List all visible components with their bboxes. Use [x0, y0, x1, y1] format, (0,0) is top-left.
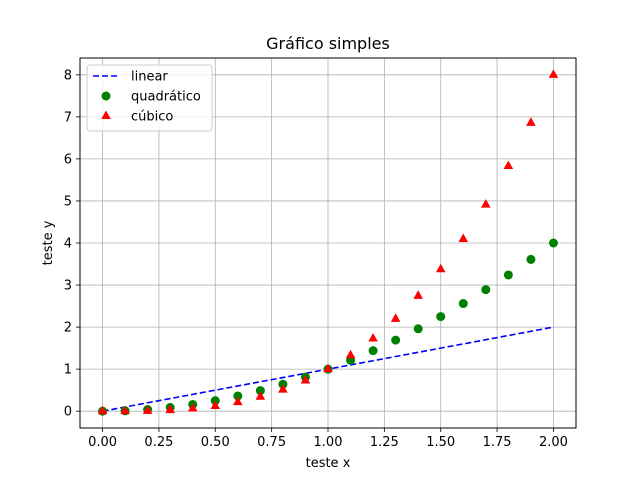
y-tick-label: 4: [64, 237, 72, 252]
series-cubico-point: [210, 400, 221, 409]
legend: linear quadrático cúbico: [86, 64, 213, 132]
x-tick-label: 1.75: [483, 435, 512, 450]
series-cubico-point: [481, 199, 491, 208]
legend-box: [86, 64, 213, 132]
x-tick-label: 2.00: [539, 435, 568, 450]
series-cubico-point: [255, 391, 266, 400]
chart-title: Gráfico simples: [266, 34, 390, 53]
y-tick-label: 0: [64, 405, 72, 420]
series-cubico-point: [368, 333, 378, 342]
series-quadratico-point: [255, 386, 265, 396]
axis-ticks: 0.00 0.25 0.50 0.75 1.00 1.25 1.50 1.75 2.00 0 1 2 3…: [64, 68, 568, 450]
y-tick-label: 3: [64, 279, 72, 294]
y-tick-label: 5: [64, 194, 72, 209]
x-axis-label: teste x: [306, 456, 351, 471]
series-cubico-point: [97, 405, 108, 415]
series-cubico-point: [390, 313, 401, 322]
series-quadratico-point: [413, 324, 423, 334]
series-cubico-point: [526, 117, 536, 126]
y-axis-label: teste y: [41, 220, 56, 265]
x-tick-label: 0.75: [257, 435, 286, 450]
series-quadratico-point: [548, 238, 558, 248]
legend-label: quadrático: [131, 90, 201, 105]
series-cubico-point: [345, 349, 356, 359]
legend-label: cúbico: [131, 110, 173, 125]
x-tick-label: 1.00: [314, 435, 343, 450]
y-tick-label: 2: [64, 321, 72, 336]
series-cubico-point: [300, 375, 311, 384]
y-tick-label: 7: [64, 110, 72, 125]
series-quadratico-point: [368, 346, 378, 356]
series-cubico-point: [278, 384, 288, 393]
x-tick-label: 0.50: [201, 435, 230, 450]
series-cubico-point: [165, 404, 175, 414]
legend-cubico-swatch: [101, 110, 111, 120]
y-tick-label: 6: [64, 152, 72, 167]
series-cubico-point: [120, 405, 130, 415]
series-quadratico-point: [481, 285, 491, 295]
series-cubico-point: [323, 363, 333, 373]
x-tick-label: 0.00: [88, 435, 117, 450]
x-tick-label: 1.25: [370, 435, 399, 450]
series-quadratico-point: [436, 312, 446, 322]
series-layer: [97, 69, 559, 416]
series-quadratico-point: [391, 335, 401, 345]
x-tick-label: 1.50: [426, 435, 455, 450]
series-quadratico-point: [233, 391, 243, 401]
series-cubico-point: [435, 263, 446, 273]
legend-quadratico-swatch: [101, 91, 111, 101]
series-quadratico-point: [503, 270, 513, 280]
legend-label: linear: [131, 70, 168, 85]
y-tick-label: 1: [64, 363, 72, 378]
series-cubico-point: [233, 396, 243, 406]
series-cubico-point: [187, 402, 198, 412]
y-tick-label: 8: [64, 68, 72, 83]
series-cubico-point: [503, 160, 514, 169]
x-tick-label: 0.25: [144, 435, 173, 450]
series-cubico-point: [413, 290, 423, 299]
series-cubico-point: [458, 233, 469, 242]
series-quadratico-point: [458, 299, 468, 309]
series-cubico-point: [548, 69, 559, 78]
series-quadratico-point: [526, 254, 536, 264]
series-cubico-point: [142, 405, 153, 414]
